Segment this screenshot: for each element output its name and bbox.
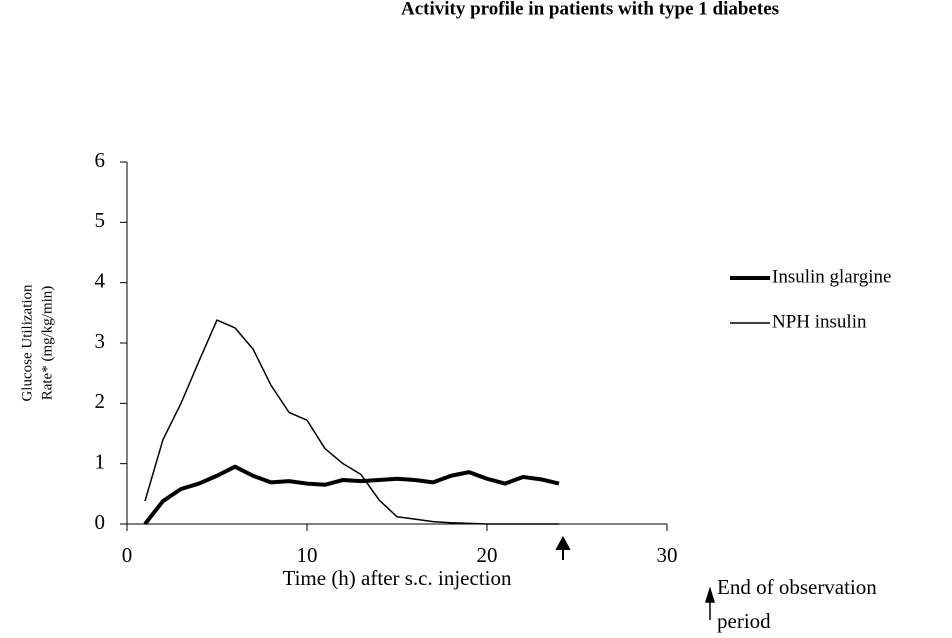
x-tick-label: 0: [122, 543, 133, 567]
x-axis-label: Time (h) after s.c. injection: [282, 566, 512, 590]
chart-title: Activity profile in patients with type 1…: [401, 0, 779, 19]
y-tick-label: 5: [95, 208, 106, 232]
y-axis-label-line: Glucose Utilization: [19, 284, 35, 402]
y-tick-label: 0: [95, 510, 106, 534]
series-line: [143, 464, 560, 526]
x-tick-label: 10: [297, 543, 318, 567]
x-tick-label: 30: [657, 543, 678, 567]
y-tick-label: 2: [95, 389, 106, 413]
legend-label: NPH insulin: [772, 311, 867, 332]
y-tick-label: 3: [95, 329, 106, 353]
y-axis-label: Glucose Utilization Rate* (mg/kg/min): [19, 284, 55, 402]
y-tick-label: 1: [95, 449, 106, 473]
annotation: End of observation: [717, 575, 877, 599]
x-tick-label: 20: [477, 543, 498, 567]
end-arrow: [555, 535, 571, 560]
series-line: [144, 319, 559, 525]
annotation: period: [717, 609, 771, 633]
y-tick-label: 4: [95, 268, 106, 292]
y-axis-label-line: Rate* (mg/kg/min): [39, 286, 55, 401]
annotation-arrow: [704, 586, 716, 620]
y-tick-label: 6: [95, 148, 106, 172]
legend-label: Insulin glargine: [772, 266, 891, 287]
